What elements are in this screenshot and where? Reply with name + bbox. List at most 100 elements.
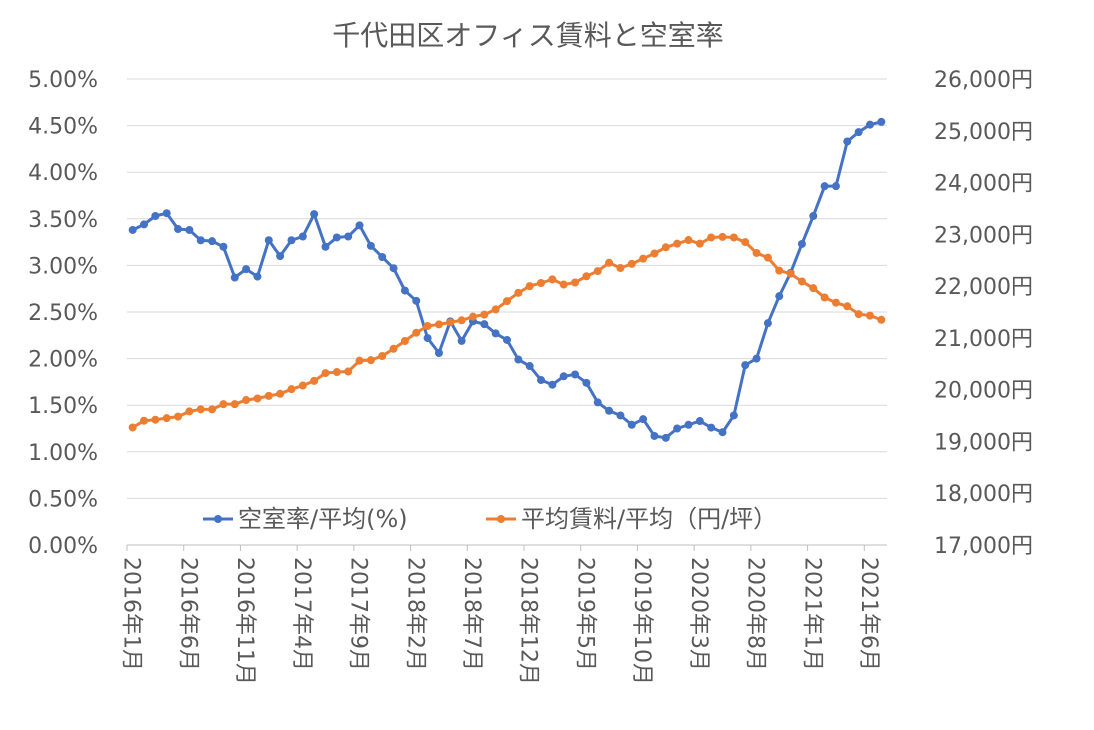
data-point-0 xyxy=(332,233,341,242)
data-point-1 xyxy=(253,394,262,403)
right-axis-ticks: 17,000円 18,000円 19,000円 20,000円 21,000円 22,00… xyxy=(934,68,1033,559)
left-tick-label: 2.00% xyxy=(28,348,98,373)
data-point-0 xyxy=(355,221,364,230)
left-tick-label: 1.50% xyxy=(28,394,98,419)
data-point-1 xyxy=(514,288,523,297)
right-tick-label: 23,000円 xyxy=(934,223,1033,248)
data-point-0 xyxy=(412,296,421,305)
data-point-1 xyxy=(355,356,364,365)
left-tick-label: 4.00% xyxy=(28,161,98,186)
chart-title: 千代田区オフィス賃料と空室率 xyxy=(332,19,723,52)
data-point-1 xyxy=(854,310,863,319)
data-point-0 xyxy=(797,239,806,248)
left-tick-label: 4.50% xyxy=(28,115,98,140)
data-point-1 xyxy=(276,389,285,398)
data-point-1 xyxy=(809,284,818,293)
data-point-0 xyxy=(400,286,409,295)
data-point-0 xyxy=(344,232,353,241)
data-point-0 xyxy=(707,423,716,432)
data-point-0 xyxy=(253,272,262,281)
legend-label-vacancy: 空室率/平均(%) xyxy=(238,505,408,533)
data-point-1 xyxy=(412,328,421,337)
data-point-0 xyxy=(434,349,443,358)
data-point-1 xyxy=(684,236,693,245)
data-point-1 xyxy=(707,233,716,242)
data-point-1 xyxy=(457,316,466,325)
data-point-1 xyxy=(208,405,217,414)
data-point-1 xyxy=(378,352,387,361)
series-layer xyxy=(128,117,886,442)
left-axis-ticks: 0.00% 0.50% 1.00% 1.50% 2.00% 2.50% 3.00% 3.50%… xyxy=(28,68,98,559)
data-point-1 xyxy=(559,280,568,289)
series-line-0 xyxy=(132,120,882,440)
data-point-0 xyxy=(684,420,693,429)
x-tick-label: 2017年9月 xyxy=(346,557,371,671)
data-point-0 xyxy=(571,370,580,379)
data-point-0 xyxy=(650,431,659,440)
data-point-1 xyxy=(128,423,137,432)
data-point-0 xyxy=(627,420,636,429)
data-point-0 xyxy=(741,361,750,370)
legend-label-rent: 平均賃料/平均（円/坪） xyxy=(521,505,777,533)
data-point-1 xyxy=(627,259,636,268)
data-point-0 xyxy=(525,362,534,371)
data-point-1 xyxy=(741,238,750,247)
data-point-0 xyxy=(230,273,239,282)
data-point-0 xyxy=(491,329,500,338)
data-point-0 xyxy=(820,182,829,191)
x-tick-label: 2016年1月 xyxy=(119,557,144,671)
data-point-1 xyxy=(650,249,659,258)
data-point-1 xyxy=(366,356,375,365)
legend-item-vacancy: 空室率/平均(%) xyxy=(203,505,408,533)
data-point-1 xyxy=(230,400,239,409)
data-point-0 xyxy=(366,241,375,250)
data-point-0 xyxy=(514,355,523,364)
right-tick-label: 22,000円 xyxy=(934,275,1033,300)
data-point-0 xyxy=(548,380,557,389)
data-point-0 xyxy=(593,398,602,407)
data-point-1 xyxy=(571,278,580,287)
data-point-0 xyxy=(219,242,228,251)
left-tick-label: 5.00% xyxy=(28,68,98,93)
right-tick-label: 20,000円 xyxy=(934,379,1033,404)
data-point-0 xyxy=(174,225,183,234)
x-tick-label: 2020年8月 xyxy=(743,557,768,671)
x-tick-label: 2019年5月 xyxy=(572,557,597,671)
data-point-1 xyxy=(468,312,477,321)
data-point-0 xyxy=(298,232,307,241)
data-point-1 xyxy=(820,293,829,302)
data-point-0 xyxy=(503,335,511,344)
data-point-1 xyxy=(185,407,194,416)
x-axis-ticks: 2016年1月 2016年6月 2016年11月 2017年4月 2017年9月 2018… xyxy=(119,545,881,685)
data-point-0 xyxy=(185,225,194,234)
data-point-1 xyxy=(775,266,784,275)
data-point-0 xyxy=(809,212,818,221)
data-point-0 xyxy=(865,120,874,129)
data-point-0 xyxy=(616,411,625,420)
right-tick-label: 24,000円 xyxy=(934,172,1033,197)
data-point-1 xyxy=(695,239,704,248)
legend-item-rent: 平均賃料/平均（円/坪） xyxy=(486,505,777,533)
data-point-1 xyxy=(831,298,840,307)
right-tick-label: 18,000円 xyxy=(934,482,1033,507)
data-point-0 xyxy=(389,264,398,273)
data-point-1 xyxy=(162,414,171,423)
data-point-0 xyxy=(831,182,840,191)
data-point-1 xyxy=(865,311,874,320)
data-point-1 xyxy=(786,269,795,278)
data-point-1 xyxy=(548,275,557,284)
data-point-1 xyxy=(537,279,546,288)
data-point-1 xyxy=(287,385,296,394)
x-tick-label: 2020年3月 xyxy=(686,557,711,671)
data-point-1 xyxy=(797,277,806,286)
data-point-1 xyxy=(151,415,160,424)
x-tick-label: 2019年10月 xyxy=(629,557,654,685)
data-point-1 xyxy=(310,376,319,385)
x-tick-label: 2021年6月 xyxy=(856,557,881,671)
data-point-0 xyxy=(242,265,251,274)
data-point-1 xyxy=(673,239,682,248)
data-point-1 xyxy=(763,253,772,262)
data-point-1 xyxy=(321,369,330,378)
data-point-1 xyxy=(344,367,353,376)
gridlines xyxy=(127,78,887,546)
